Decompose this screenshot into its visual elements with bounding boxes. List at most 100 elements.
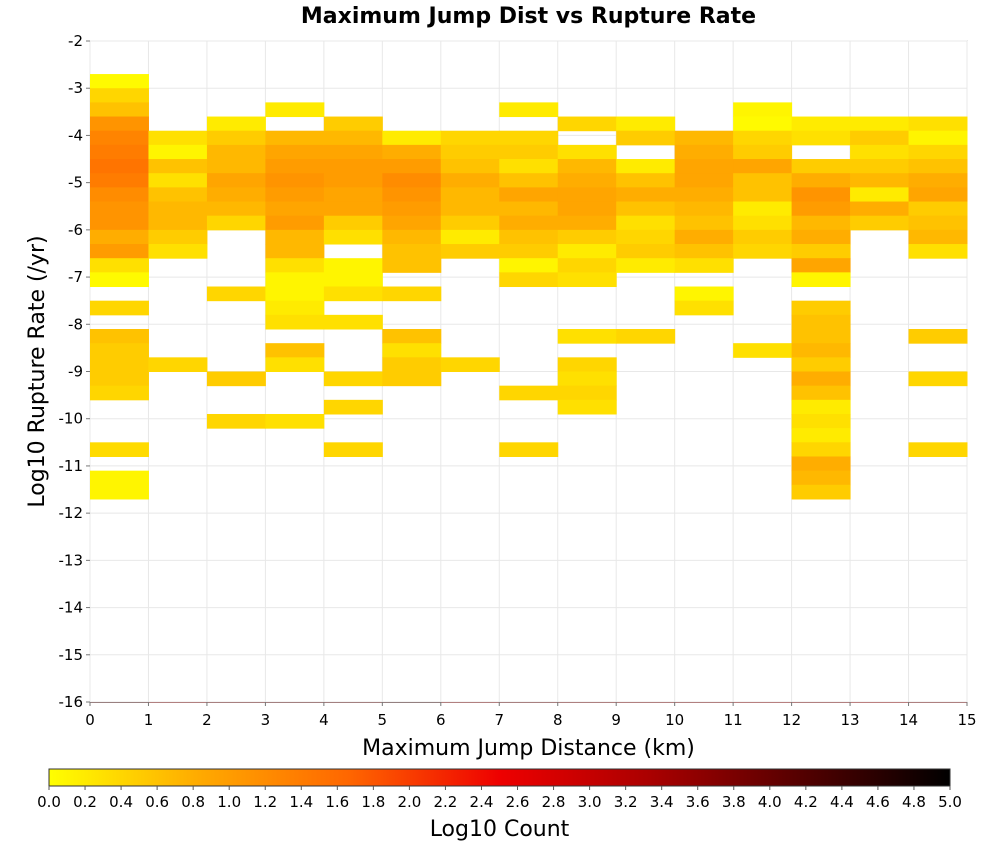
heatmap-cell [323,187,383,203]
heatmap-cell [440,702,500,703]
heatmap-cell [557,173,617,188]
heatmap-cell [908,229,968,245]
heatmap-cell [90,215,149,231]
x-tick-label: 14 [899,711,918,729]
heatmap-cell [90,470,149,486]
heatmap-cell [674,159,734,174]
x-axis-label: Maximum Jump Distance (km) [362,736,695,761]
heatmap-cell [265,286,325,302]
heatmap-cell [616,173,676,188]
heatmap-cell [382,229,442,245]
heatmap-cell [499,130,559,146]
heatmap-cell [908,442,968,457]
heatmap-cell [908,144,968,160]
heatmap-cell [440,187,500,203]
heatmap-cell [908,244,968,259]
x-tick-label: 9 [611,711,621,729]
heatmap-cell [265,300,325,316]
heatmap-cell [90,229,149,245]
x-tick-label: 11 [724,711,743,729]
x-tick-label: 8 [553,711,563,729]
y-tick-label: -16 [59,693,84,711]
heatmap-cell [557,144,617,160]
heatmap-cell [850,144,910,160]
heatmap-cell [323,314,383,330]
heatmap-cell [674,201,734,217]
heatmap-cell [908,329,968,344]
heatmap-cell [499,702,559,703]
heatmap-cell [733,229,793,245]
heatmap-cell [850,201,910,217]
heatmap-cell [323,702,383,703]
heatmap-cell [382,371,442,387]
chart-title: Maximum Jump Dist vs Rupture Rate [301,4,756,29]
heatmap-cell [148,215,208,231]
y-tick-label: -15 [59,646,84,664]
heatmap-cell [382,159,442,174]
heatmap-cell [265,343,325,358]
heatmap-cell [323,130,383,146]
heatmap-cell [90,173,149,188]
heatmap-cell [440,130,500,146]
heatmap-cell [90,144,149,160]
heatmap-cell [499,173,559,188]
heatmap-cell [557,385,617,401]
heatmap-cell [557,399,617,415]
heatmap-cell [265,314,325,330]
heatmap-cell [674,215,734,231]
heatmap-cell [791,244,851,259]
heatmap-cell [557,244,617,259]
heatmap-cell [90,442,149,457]
heatmap-cell [791,343,851,358]
colorbar-tick-label: 4.2 [794,793,818,811]
heatmap-cell [791,456,851,472]
heatmap-cell [382,173,442,188]
heatmap-cell [791,399,851,415]
heatmap-cell [90,88,149,103]
heatmap-cell [323,201,383,217]
heatmap-cell [382,244,442,259]
colorbar-tick-label: 0.8 [181,793,205,811]
y-tick-label: -5 [68,174,83,192]
heatmap-cell [499,442,559,457]
colorbar-tick-label: 3.2 [614,793,638,811]
heatmap-cell [206,144,266,160]
heatmap-cell [440,144,500,160]
heatmap-cell [616,201,676,217]
heatmap-cell [148,159,208,174]
heatmap-cell [148,244,208,259]
heatmap-cell [382,187,442,203]
colorbar [48,768,951,787]
heatmap-cell [733,159,793,174]
heatmap-cell [265,187,325,203]
heatmap-cell [90,385,149,401]
heatmap-cell [323,371,383,387]
heatmap-cell [499,187,559,203]
heatmap-cell [908,159,968,174]
heatmap-cell [499,102,559,118]
heatmap-cell [265,413,325,429]
y-tick-label: -11 [59,457,84,475]
heatmap-cell [557,201,617,217]
heatmap-cell [323,229,383,245]
heatmap-cell [733,201,793,217]
heatmap-cell [791,329,851,344]
heatmap-cell [791,314,851,330]
heatmap-cell [791,428,851,443]
y-tick-label: -4 [68,126,83,144]
heatmap-cell [90,300,149,316]
heatmap-cell [90,116,149,132]
heatmap-cell [850,187,910,203]
heatmap-cell [674,173,734,188]
heatmap-cell [90,102,149,118]
heatmap-cell [382,201,442,217]
colorbar-tick-label: 4.4 [830,793,854,811]
heatmap-cell [674,130,734,146]
colorbar-tick-label: 2.8 [542,793,566,811]
heatmap-cell [616,229,676,245]
heatmap-cell [908,116,968,132]
heatmap-cell [557,272,617,288]
heatmap-cell [733,187,793,203]
heatmap-cell [90,130,149,146]
heatmap-cell [616,329,676,344]
